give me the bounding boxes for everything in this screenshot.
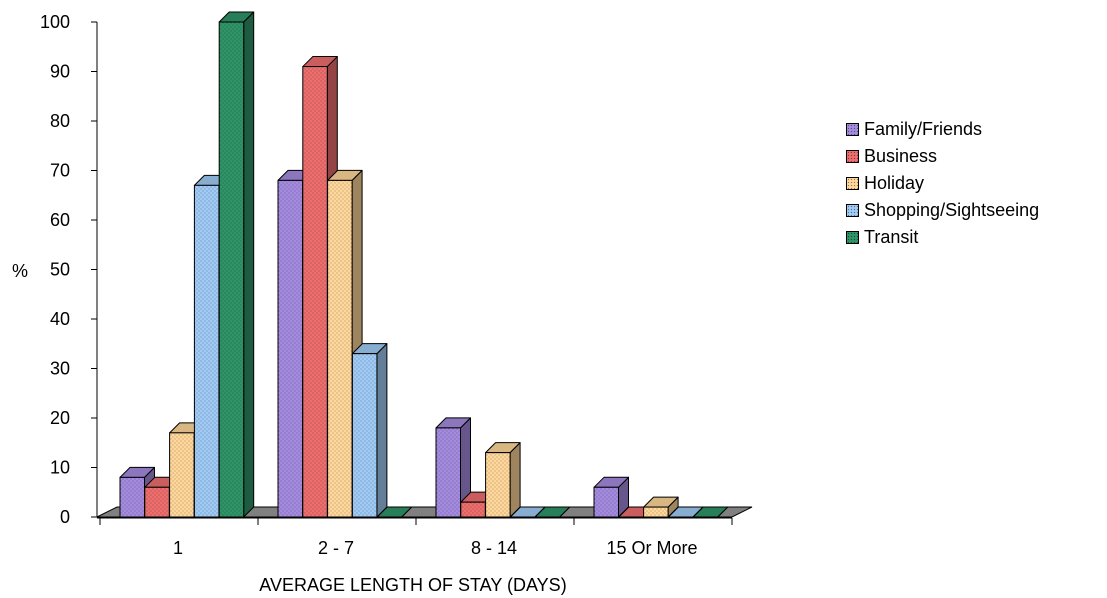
legend-swatch <box>846 150 859 163</box>
x-tick-label: 1 <box>173 538 183 558</box>
bar <box>593 476 629 518</box>
y-tick-label: 0 <box>60 507 70 527</box>
bar <box>643 496 679 518</box>
y-tick-label: 50 <box>50 260 70 280</box>
bar <box>435 417 471 518</box>
y-axis-title: % <box>12 261 28 281</box>
legend-label: Business <box>864 146 938 166</box>
legend-swatch <box>846 204 859 217</box>
bar <box>351 343 388 518</box>
y-tick-label: 40 <box>50 309 70 329</box>
legend-label: Shopping/Sightseeing <box>864 200 1040 220</box>
bar <box>692 506 729 518</box>
y-tick-label: 70 <box>50 161 70 181</box>
bar <box>376 506 413 518</box>
y-tick-label: 30 <box>50 359 70 379</box>
y-tick-label: 80 <box>50 111 70 131</box>
y-tick-label: 90 <box>50 62 70 82</box>
y-tick-label: 60 <box>50 210 70 230</box>
legend-swatch <box>846 177 859 190</box>
legend-swatch <box>846 123 859 136</box>
legend-item: Business <box>846 143 1039 170</box>
x-tick-label: 8 - 14 <box>471 538 517 558</box>
legend-label: Holiday <box>864 173 925 193</box>
legend-item: Holiday <box>846 170 1039 197</box>
bar <box>534 506 571 518</box>
y-tick-label: 100 <box>40 12 70 32</box>
legend-swatch <box>846 231 859 244</box>
y-tick-label: 10 <box>50 458 70 478</box>
x-tick-label: 2 - 7 <box>318 538 354 558</box>
bar <box>485 442 521 518</box>
legend-item: Transit <box>846 224 1039 251</box>
legend-label: Transit <box>864 227 919 247</box>
legend-label: Family/Friends <box>864 119 983 139</box>
legend: Family/Friends Business Holiday Shopping/Si… <box>846 116 1039 251</box>
legend-item: Shopping/Sightseeing <box>846 197 1039 224</box>
bar <box>218 11 255 518</box>
x-axis-title: AVERAGE LENGTH OF STAY (DAYS) <box>259 575 566 595</box>
legend-item: Family/Friends <box>846 116 1039 143</box>
x-tick-label: 15 Or More <box>606 538 697 558</box>
bar <box>327 169 363 518</box>
y-tick-label: 20 <box>50 408 70 428</box>
